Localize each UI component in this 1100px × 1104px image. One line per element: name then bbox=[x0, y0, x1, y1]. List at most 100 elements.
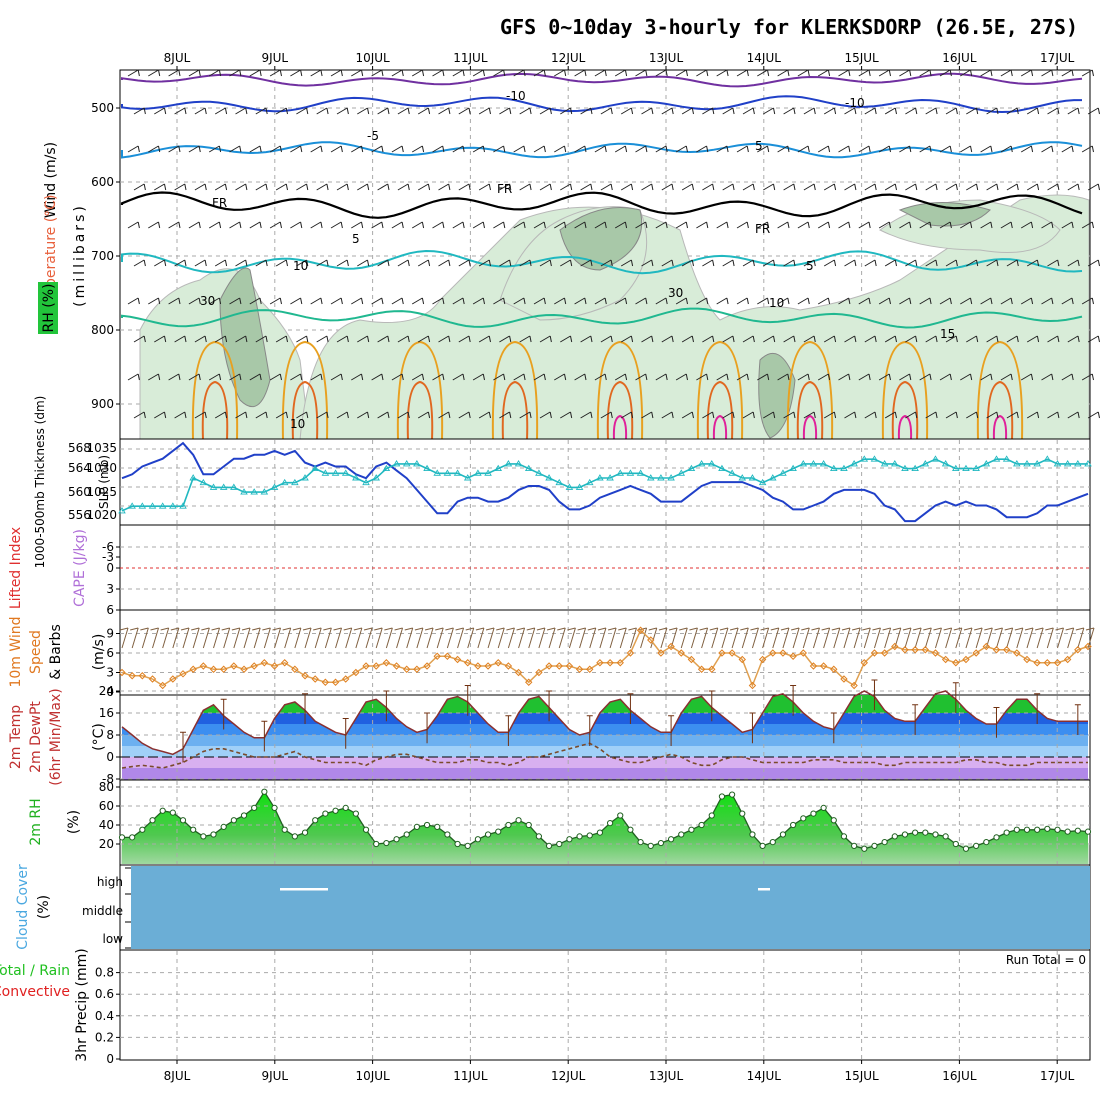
thickness-point bbox=[453, 469, 462, 476]
wind-barb-flag bbox=[752, 259, 755, 267]
wind-barb bbox=[255, 107, 267, 115]
wind-barb bbox=[742, 411, 754, 419]
wind-barb bbox=[316, 107, 328, 115]
wind-barb-flag bbox=[407, 183, 410, 191]
wind-barb bbox=[269, 145, 281, 153]
wind-barb-flag bbox=[401, 221, 404, 229]
thickness-point bbox=[331, 469, 340, 476]
barb-10m bbox=[650, 627, 658, 649]
wind-barb-flag bbox=[949, 221, 952, 229]
wind-speed-point bbox=[270, 662, 279, 670]
wind-barb bbox=[864, 183, 876, 191]
thickness-point bbox=[179, 502, 187, 509]
barb-10m bbox=[131, 627, 139, 649]
wind-barb-flag bbox=[320, 297, 323, 305]
warm-contour bbox=[596, 340, 644, 441]
rh-point bbox=[271, 804, 278, 812]
wind-barb bbox=[939, 221, 951, 229]
wind-barb bbox=[675, 373, 687, 381]
wind-barb-flag bbox=[543, 145, 546, 153]
wind-speed-point bbox=[128, 672, 136, 680]
wind-speed-point bbox=[647, 636, 655, 644]
wind-barb-flag bbox=[279, 69, 282, 77]
wind-barb-flag bbox=[894, 183, 897, 191]
rh-point bbox=[454, 840, 461, 848]
wind-barb bbox=[310, 373, 322, 381]
wind-barb bbox=[127, 297, 139, 305]
wind-barb bbox=[336, 335, 348, 343]
wind-barb-flag bbox=[427, 411, 431, 419]
wind-barb-flag bbox=[184, 411, 187, 419]
barb-10m bbox=[711, 627, 719, 649]
wind-barb-flag bbox=[158, 145, 161, 153]
wind-barb bbox=[939, 69, 951, 77]
wind-barb-flag bbox=[381, 297, 384, 305]
wind-barb-flag bbox=[752, 107, 755, 115]
rh-point bbox=[474, 836, 481, 843]
barb-10m-flag bbox=[750, 627, 759, 631]
wind-barb bbox=[722, 107, 734, 115]
wind-barb-flag bbox=[448, 107, 451, 115]
wind-barb-flag bbox=[1071, 221, 1074, 229]
wind-barb-flag bbox=[970, 69, 973, 77]
wind-barb bbox=[580, 183, 592, 191]
wind-barb bbox=[1041, 373, 1052, 381]
wind-barb bbox=[1061, 145, 1073, 153]
wind-barb bbox=[458, 107, 470, 115]
wind-speed-point bbox=[789, 652, 797, 660]
wind-barb bbox=[168, 297, 180, 305]
wind-barb-flag bbox=[590, 335, 593, 343]
barb-10m bbox=[823, 627, 831, 649]
contour-label: -10 bbox=[845, 96, 865, 110]
wind-barb bbox=[919, 373, 931, 381]
rh-point bbox=[413, 823, 420, 831]
barb-10m-flag bbox=[546, 627, 556, 631]
barb-10m bbox=[812, 627, 820, 649]
wind-barb bbox=[966, 183, 977, 191]
wind-barb-flag bbox=[813, 411, 816, 419]
wind-barb-flag bbox=[929, 297, 932, 305]
wind-barb bbox=[560, 335, 571, 343]
wind-barb-flag bbox=[949, 145, 952, 153]
wind-barb-flag bbox=[909, 373, 912, 381]
wind-barb bbox=[554, 373, 565, 381]
wind-barb-flag bbox=[381, 145, 384, 153]
wind-barb-flag bbox=[787, 221, 790, 229]
wind-barb bbox=[174, 335, 186, 343]
barb-10m-flag bbox=[1055, 627, 1064, 631]
rh-point bbox=[617, 812, 624, 819]
rh-label: 2m RH bbox=[28, 798, 44, 845]
barb-10m-flag bbox=[526, 627, 535, 631]
wind-barb bbox=[641, 183, 652, 191]
wind-barb-flag bbox=[306, 335, 309, 343]
barb-10m-flag bbox=[1075, 627, 1084, 631]
wind-barb-flag bbox=[909, 221, 912, 229]
barb-10m-flag bbox=[770, 627, 779, 631]
wind-barb bbox=[702, 183, 713, 191]
barb-10m bbox=[497, 627, 505, 649]
wind-barb bbox=[1026, 183, 1038, 191]
barb-10m bbox=[1036, 627, 1044, 649]
barb-10m-flag bbox=[231, 627, 240, 631]
wind-barb-flag bbox=[570, 107, 573, 115]
wind-barb bbox=[174, 259, 186, 267]
wind-barb-flag bbox=[970, 373, 973, 381]
wind-speed-point bbox=[880, 649, 889, 657]
wind-barb bbox=[757, 297, 768, 305]
rh-point bbox=[332, 807, 339, 814]
wind-barb bbox=[133, 259, 145, 267]
wind-barb bbox=[357, 259, 368, 267]
slp-tick: 1020 bbox=[86, 508, 117, 522]
wind-barb bbox=[539, 335, 551, 343]
wind-barb bbox=[966, 107, 977, 115]
wind-barb-flag bbox=[665, 145, 668, 153]
barb-10m bbox=[385, 627, 393, 649]
rh-point bbox=[515, 817, 522, 824]
top-day-label: 15JUL bbox=[844, 51, 879, 65]
rh-point bbox=[698, 821, 705, 829]
wind-barb bbox=[377, 183, 389, 191]
wind-barb bbox=[980, 373, 992, 381]
wind-speed-point bbox=[148, 675, 157, 683]
wind-barb bbox=[499, 107, 510, 115]
